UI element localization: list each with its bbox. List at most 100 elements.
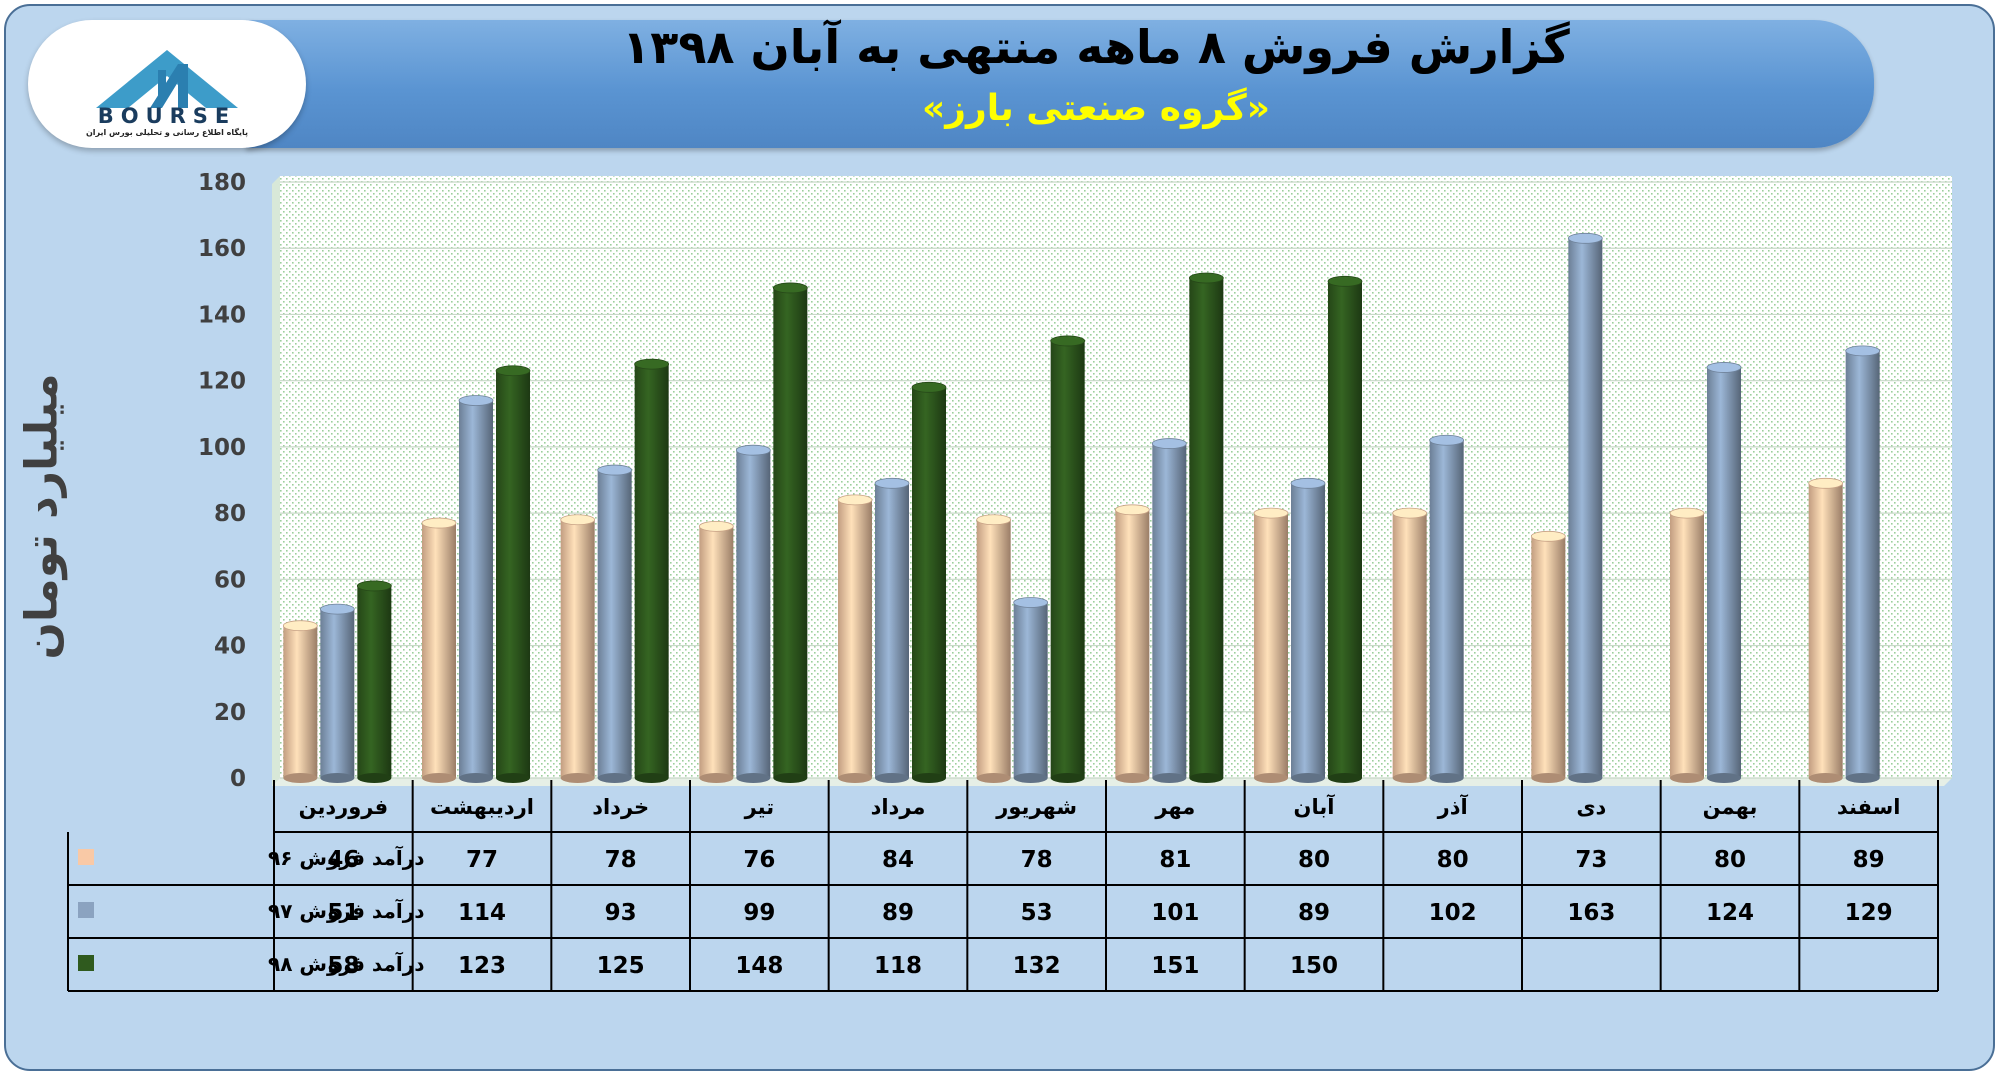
data-label: 93 bbox=[605, 900, 637, 926]
data-label: 46 bbox=[327, 847, 359, 873]
data-label: 118 bbox=[874, 953, 922, 979]
data-label: 80 bbox=[1714, 847, 1746, 873]
data-label: 73 bbox=[1575, 847, 1607, 873]
y-tick-label: 100 bbox=[198, 435, 246, 461]
data-label: 53 bbox=[1021, 900, 1053, 926]
bar bbox=[1114, 504, 1150, 783]
category-label: مهر bbox=[1154, 795, 1195, 819]
y-tick-label: 20 bbox=[214, 700, 246, 726]
title-banner bbox=[246, 20, 1874, 148]
bar bbox=[1567, 232, 1603, 783]
bar bbox=[356, 580, 392, 783]
bar bbox=[597, 464, 633, 783]
bar bbox=[1188, 272, 1224, 783]
bar bbox=[1290, 477, 1326, 783]
data-label: 99 bbox=[743, 900, 775, 926]
y-tick-label: 120 bbox=[198, 369, 246, 395]
legend-label: درآمد فروش ۹۸ bbox=[268, 951, 424, 976]
y-tick-label: 160 bbox=[198, 236, 246, 262]
category-label: آذر bbox=[1437, 794, 1469, 819]
y-tick-label: 140 bbox=[198, 302, 246, 328]
category-label: اردیبهشت bbox=[430, 795, 534, 819]
y-tick-label: 180 bbox=[198, 170, 246, 196]
data-label: 51 bbox=[327, 900, 359, 926]
bar bbox=[495, 365, 531, 783]
data-label: 125 bbox=[597, 953, 645, 979]
bar bbox=[1392, 507, 1428, 783]
bar bbox=[319, 603, 355, 783]
bar bbox=[1253, 507, 1289, 783]
category-label: شهریور bbox=[995, 795, 1077, 819]
bar bbox=[976, 514, 1012, 783]
chart-title: گزارش فروش ۸ ماهه منتهی به آبان ۱۳۹۸ bbox=[622, 20, 1570, 74]
bar bbox=[282, 620, 318, 783]
y-tick-label: 80 bbox=[214, 501, 246, 527]
bar bbox=[560, 514, 596, 783]
logo-mark-icon bbox=[96, 50, 238, 108]
category-label: آبان bbox=[1294, 794, 1336, 819]
bar bbox=[837, 494, 873, 783]
bar bbox=[1530, 530, 1566, 783]
category-label: تیر bbox=[744, 795, 775, 819]
data-label: 101 bbox=[1151, 900, 1199, 926]
data-label: 124 bbox=[1706, 900, 1754, 926]
category-label: مرداد bbox=[871, 795, 926, 819]
plot-floor bbox=[272, 778, 1952, 786]
bar bbox=[421, 517, 457, 783]
data-label: 80 bbox=[1298, 847, 1330, 873]
data-label: 114 bbox=[458, 900, 506, 926]
legend-label: درآمد فروش ۹۶ bbox=[268, 845, 424, 870]
bar bbox=[1808, 477, 1844, 783]
bar bbox=[634, 358, 670, 783]
data-label: 129 bbox=[1845, 900, 1893, 926]
bar bbox=[698, 520, 734, 783]
data-label: 123 bbox=[458, 953, 506, 979]
category-label: دی bbox=[1576, 795, 1606, 819]
data-label: 89 bbox=[1298, 900, 1330, 926]
bar bbox=[458, 395, 494, 783]
category-label: بهمن bbox=[1703, 795, 1758, 819]
bourse-logo: BOURSE پایگاه اطلاع رسانی و تحلیلی بورس … bbox=[28, 20, 306, 148]
bar bbox=[1050, 335, 1086, 783]
logo-name: BOURSE bbox=[97, 104, 237, 128]
chart-subtitle: «گروه صنعتی بارز» bbox=[922, 88, 1270, 129]
data-label: 151 bbox=[1151, 953, 1199, 979]
bar bbox=[1327, 275, 1363, 783]
data-label: 150 bbox=[1290, 953, 1338, 979]
legend-swatch bbox=[78, 902, 94, 918]
data-label: 58 bbox=[327, 953, 359, 979]
bar bbox=[874, 477, 910, 783]
legend-label: درآمد فروش ۹۷ bbox=[268, 898, 424, 923]
data-label: 132 bbox=[1013, 953, 1061, 979]
bar bbox=[1706, 362, 1742, 783]
bar bbox=[1151, 438, 1187, 783]
data-label: 76 bbox=[743, 847, 775, 873]
data-label: 77 bbox=[466, 847, 498, 873]
data-label: 89 bbox=[882, 900, 914, 926]
data-label: 81 bbox=[1159, 847, 1191, 873]
y-tick-label: 40 bbox=[214, 634, 246, 660]
y-tick-label: 60 bbox=[214, 567, 246, 593]
data-label: 148 bbox=[735, 953, 783, 979]
category-label: فروردین bbox=[299, 795, 389, 819]
bar bbox=[1845, 345, 1881, 783]
data-label: 78 bbox=[1021, 847, 1053, 873]
data-label: 89 bbox=[1853, 847, 1885, 873]
bar bbox=[1669, 507, 1705, 783]
data-label: 84 bbox=[882, 847, 914, 873]
data-label: 163 bbox=[1567, 900, 1615, 926]
plot-side-wall bbox=[272, 176, 280, 786]
category-label: اسفند bbox=[1837, 795, 1901, 819]
data-label: 80 bbox=[1437, 847, 1469, 873]
bar bbox=[1429, 434, 1465, 783]
bar bbox=[772, 282, 808, 783]
legend-swatch bbox=[78, 955, 94, 971]
data-label: 102 bbox=[1429, 900, 1477, 926]
bar bbox=[911, 381, 947, 783]
logo-tagline: پایگاه اطلاع رسانی و تحلیلی بورس ایران bbox=[85, 128, 249, 137]
legend-swatch bbox=[78, 849, 94, 865]
category-label: خرداد bbox=[592, 795, 649, 819]
bar bbox=[1013, 597, 1049, 783]
bar bbox=[735, 444, 771, 783]
